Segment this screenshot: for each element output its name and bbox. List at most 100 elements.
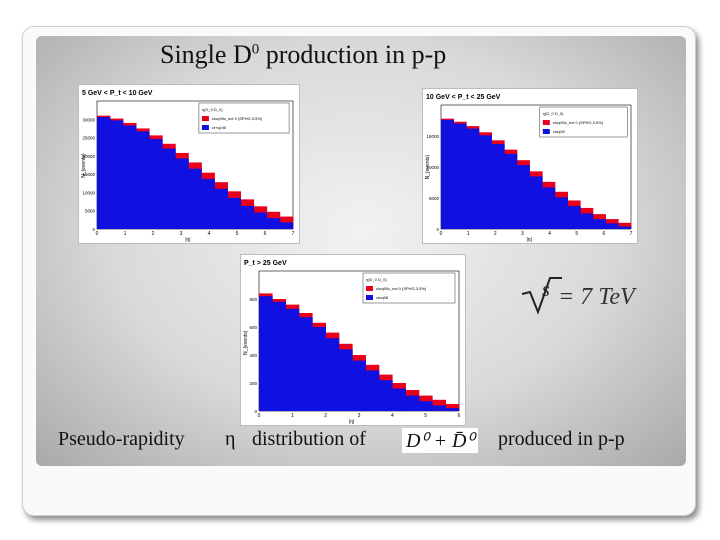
legend-swatch <box>542 120 550 125</box>
slide-title: Single D0 production in p-p <box>160 40 560 70</box>
bar-blue <box>555 197 568 229</box>
bar-blue <box>352 360 366 411</box>
bar-blue <box>339 349 353 411</box>
x-tick-label: 6 <box>602 231 605 237</box>
y-tick-label: 10000 <box>426 165 439 170</box>
bar-blue <box>365 370 380 411</box>
bar-blue <box>188 168 202 229</box>
bar-blue <box>479 135 492 229</box>
x-tick-label: 1 <box>291 413 294 419</box>
bar-blue <box>162 148 176 229</box>
x-tick-label: 0 <box>96 231 99 237</box>
chart-title: 5 GeV < P_t < 10 GeV <box>82 90 153 97</box>
x-tick-label: 4 <box>548 231 551 237</box>
y-axis-label: N_{events} <box>81 153 87 178</box>
caption-left: Pseudo-rapidity <box>58 428 185 450</box>
y-tick-label: 15000 <box>82 172 95 177</box>
y-axis-label: N_{events} <box>243 330 249 355</box>
bar-blue <box>618 226 632 229</box>
x-tick-label: 1 <box>124 231 127 237</box>
bar-blue <box>285 308 300 411</box>
legend-swatch <box>201 116 209 121</box>
y-tick-label: 0 <box>436 227 439 232</box>
caption-eta: η <box>225 428 236 450</box>
chart-svg: 10 GeV < P_t < 25 GeV 0 5000 10000 15000 0 1 2 3… <box>425 94 633 243</box>
bar-blue <box>175 158 189 229</box>
bar-blue <box>201 178 215 229</box>
x-tick-label: 7 <box>292 231 295 237</box>
chart-title: P_t > 25 GeV <box>244 260 287 267</box>
bar-blue <box>379 380 393 411</box>
bar-blue <box>240 205 255 229</box>
bar-blue <box>580 213 594 229</box>
x-tick-label: 2 <box>152 231 155 237</box>
histogram-above-25-gev: P_t > 25 GeV 0 200 400 600 800 0 1 2 3 4 5 6 |η| N_{ev… <box>240 254 466 426</box>
title-main: Single D <box>160 40 252 69</box>
legend-swatch <box>366 286 373 291</box>
sqrt-icon <box>521 277 562 315</box>
bar-blue <box>504 153 518 229</box>
bar-blue <box>491 144 505 229</box>
y-tick-label: 600 <box>249 325 257 330</box>
bar-blue <box>593 219 606 229</box>
bar-blue <box>266 218 281 229</box>
x-axis-label: |η| <box>185 237 190 243</box>
legend-box <box>539 106 628 138</box>
legend-swatch <box>201 125 209 130</box>
y-tick-label: 5000 <box>85 209 96 214</box>
bar-blue <box>136 131 150 229</box>
bar-blue <box>325 338 340 411</box>
legend-swatch <box>366 295 373 300</box>
y-tick-label: 5000 <box>429 196 440 201</box>
title-rest: production in p-p <box>259 40 447 69</box>
title-superscript: 0 <box>251 41 260 58</box>
x-tick-label: 0 <box>258 413 261 419</box>
chart-svg: 5 GeV < P_t < 10 GeV 0 5000 10000 15000 20000… <box>81 90 295 243</box>
legend-box <box>362 272 456 304</box>
energy-value: = 7 TeV <box>558 284 637 310</box>
bar-blue <box>279 222 294 229</box>
bar-blue <box>123 125 137 229</box>
chart-title: 10 GeV < P_t < 25 GeV <box>426 94 501 101</box>
x-axis-label: |η| <box>349 419 354 425</box>
y-tick-label: 25000 <box>82 136 95 141</box>
sqrt-s-formula: s = 7 TeV <box>521 277 637 315</box>
legend-box <box>198 102 290 134</box>
legend-label: ctoq90 <box>553 129 566 134</box>
x-tick-label: 0 <box>440 231 443 237</box>
y-tick-label: 0 <box>92 227 95 232</box>
legend-label: ctoq90c_ect 0 (SPHG,3.5%) <box>553 120 604 125</box>
bar-blue <box>445 408 460 411</box>
bar-blue <box>227 197 242 229</box>
legend-label: ctoq90c_ect 0 (SPHG,3.5%) <box>212 116 263 121</box>
x-tick-label: 2 <box>494 231 497 237</box>
bar-blue <box>432 405 446 411</box>
legend-label: η(D_0 D_0) <box>366 277 387 282</box>
legend-label: ctoq90c_ect 0 (SPHG,3.5%) <box>376 286 427 291</box>
y-tick-label: 30000 <box>82 117 95 122</box>
y-axis-label: N_{events} <box>425 155 431 180</box>
bar-blue <box>259 296 273 411</box>
bar-blue <box>253 212 268 229</box>
x-tick-label: 5 <box>236 231 239 237</box>
y-tick-label: 400 <box>249 353 257 358</box>
x-tick-label: 6 <box>264 231 267 237</box>
y-tick-label: 0 <box>254 409 257 414</box>
y-tick-label: 20000 <box>82 154 95 159</box>
bar-blue <box>149 139 163 229</box>
x-tick-label: 1 <box>467 231 470 237</box>
x-tick-label: 4 <box>208 231 211 237</box>
chart-svg: P_t > 25 GeV 0 200 400 600 800 0 1 2 3 4 5 6 |η| N_{ev… <box>243 260 461 425</box>
legend-label: ctoq98 <box>376 295 389 300</box>
bar-blue <box>441 119 454 229</box>
bar-blue <box>299 317 313 411</box>
y-tick-label: 10000 <box>82 190 95 195</box>
x-tick-label: 5 <box>424 413 427 419</box>
caption-formula: D⁰ + D̄⁰ <box>402 428 479 453</box>
bar-blue <box>605 223 619 229</box>
x-tick-label: 3 <box>180 231 183 237</box>
bar-blue <box>405 395 420 411</box>
x-axis-label: |η| <box>527 237 532 243</box>
bar-blue <box>214 188 228 229</box>
bar-blue <box>392 388 406 411</box>
